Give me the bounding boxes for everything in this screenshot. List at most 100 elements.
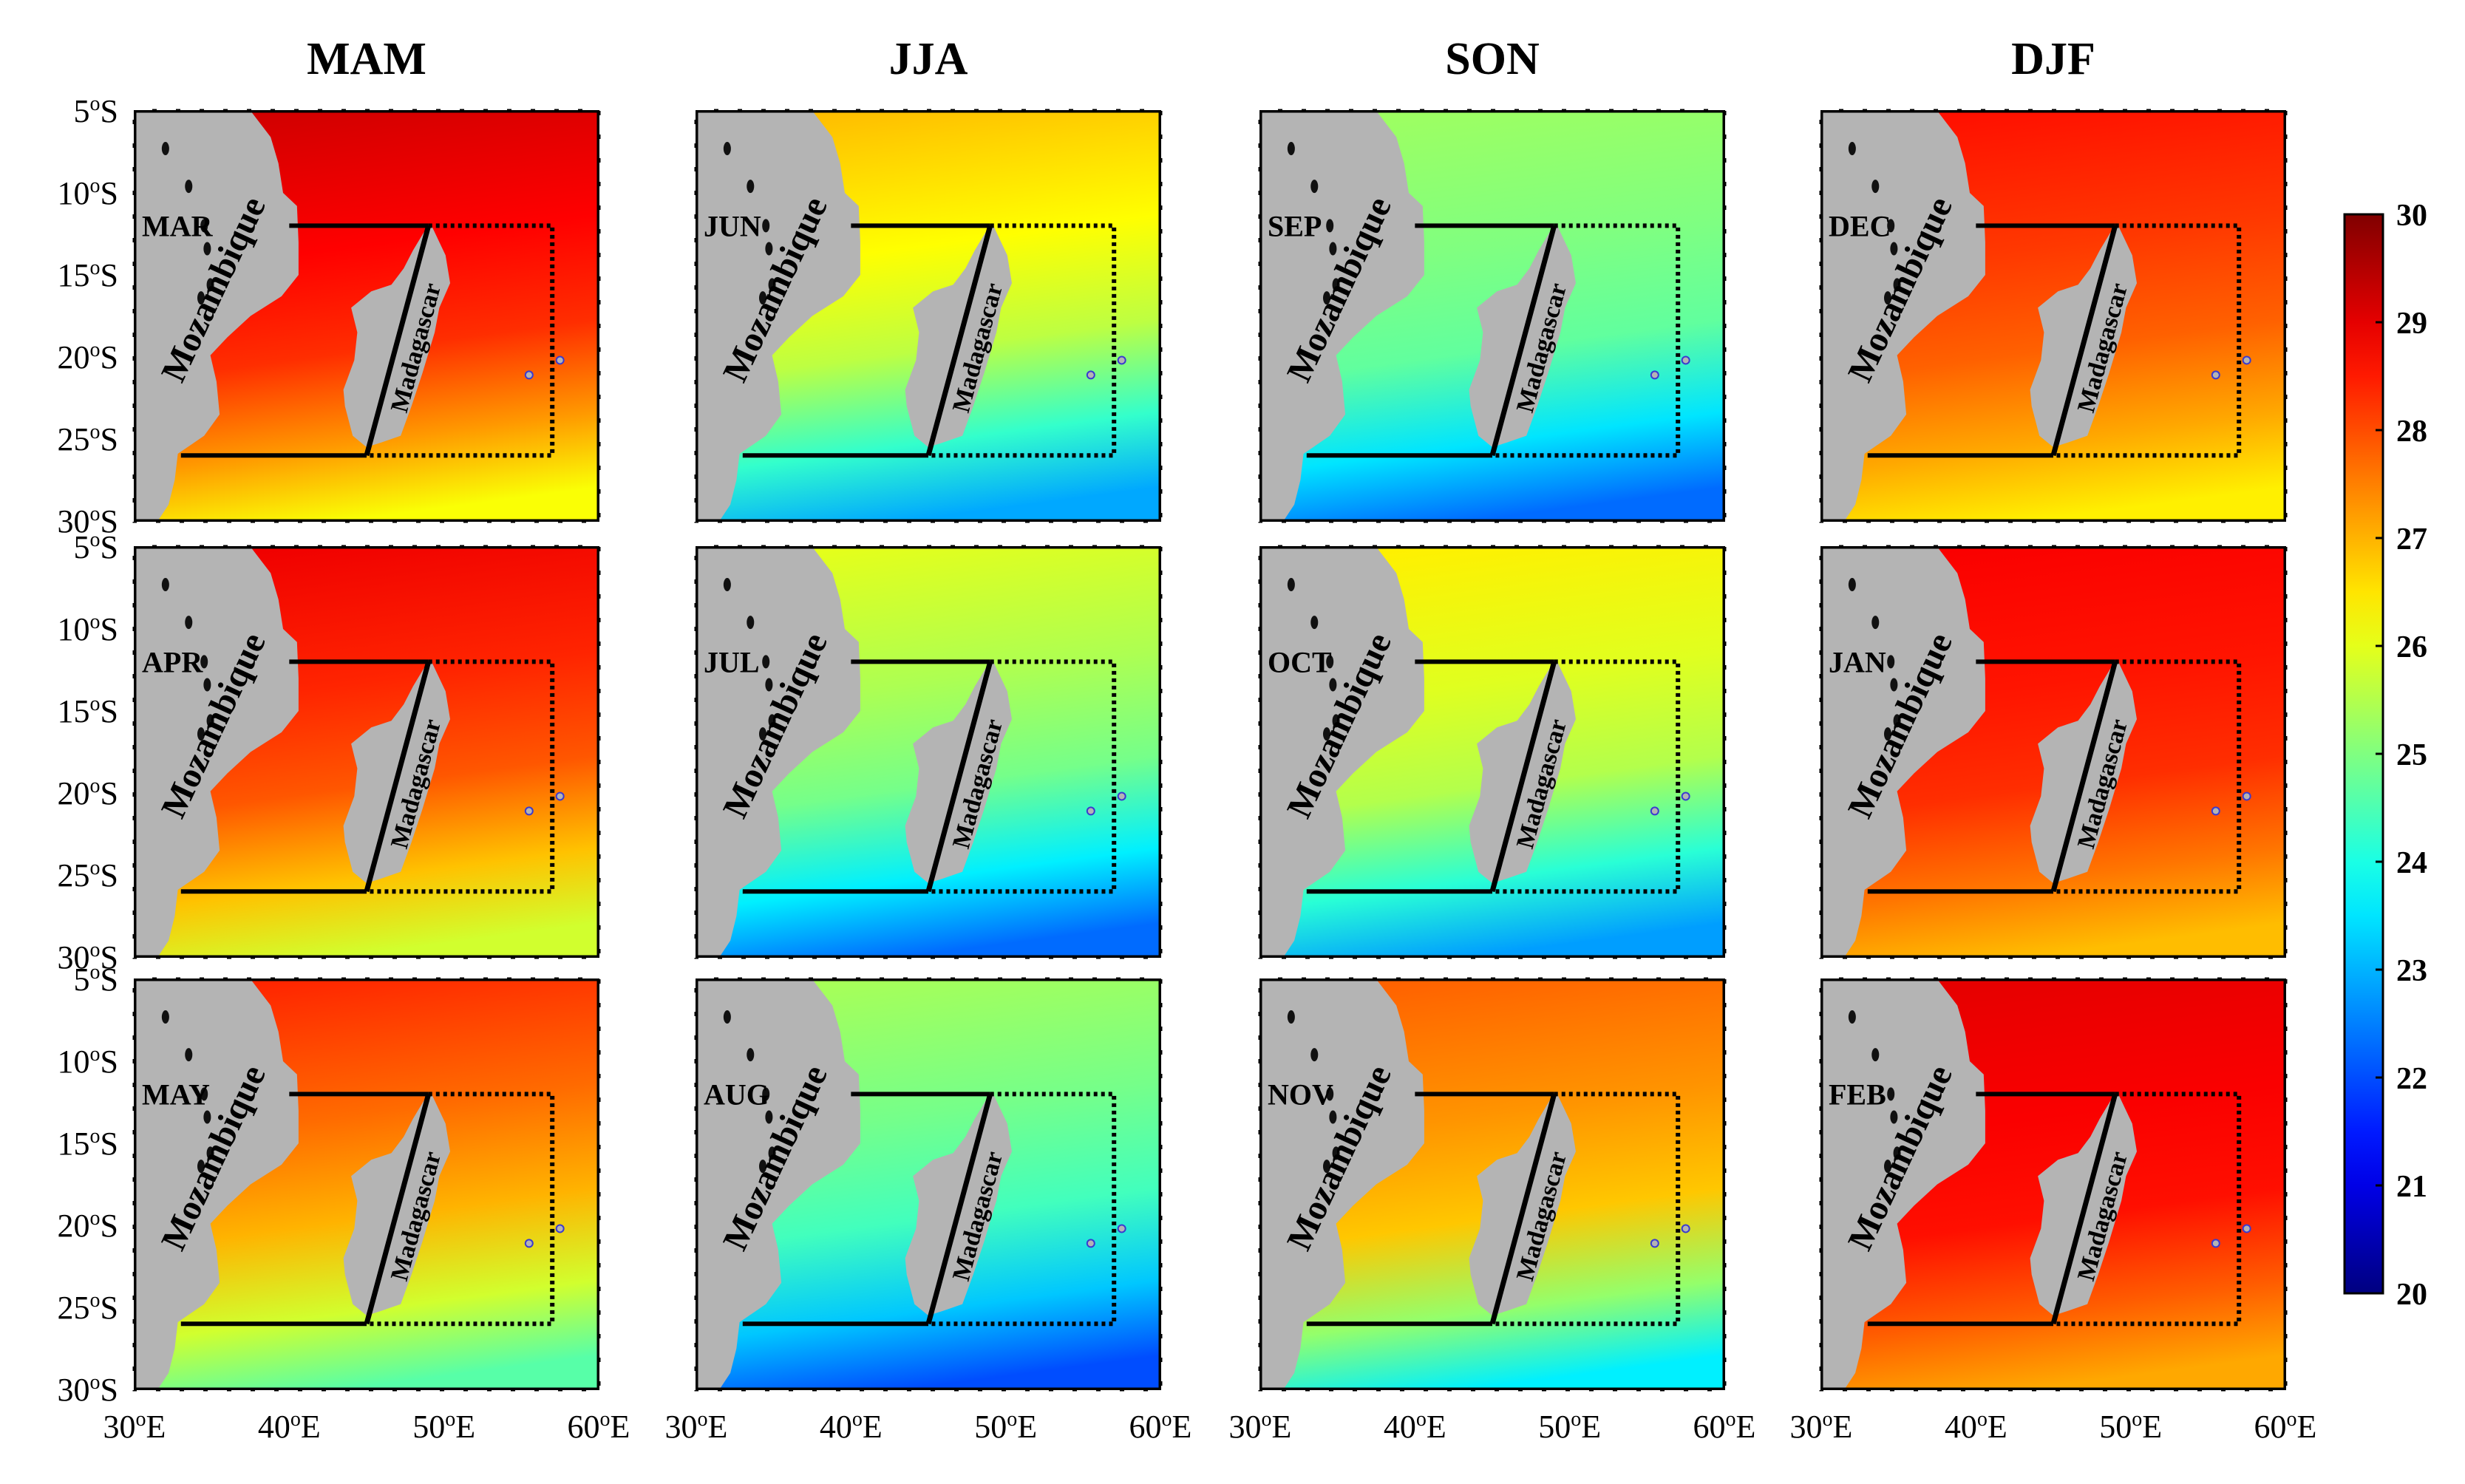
y-tick-label: 20oS	[58, 775, 118, 811]
madagascar-axis-line	[364, 1093, 432, 1325]
panel-frame	[1258, 109, 1727, 523]
lake-mark	[197, 291, 205, 305]
box-dotted-line	[1492, 1092, 1681, 1327]
x-tick-label: 40oE	[1384, 1408, 1446, 1445]
lake-mark	[1326, 219, 1334, 233]
lake-mark	[762, 219, 770, 233]
month-label: OCT	[1268, 645, 1332, 678]
lake-mark	[1326, 655, 1334, 669]
y-tick-label: 20oS	[58, 338, 118, 375]
island-mark	[1117, 1224, 1126, 1233]
lake-mark	[1326, 1087, 1334, 1101]
lake-mark	[1884, 291, 1892, 305]
madagascar-axis-line	[2050, 661, 2118, 893]
island-mark	[524, 806, 534, 816]
lake-mark	[200, 1087, 208, 1101]
island-mark	[1650, 806, 1659, 816]
y-tick-label: 15oS	[58, 1125, 118, 1162]
lake-mark	[759, 1160, 767, 1174]
y-tick-label: 5oS	[74, 961, 118, 998]
lake-mark	[1287, 1010, 1295, 1024]
lake-mark	[723, 1010, 731, 1024]
x-tick-label: 30oE	[1790, 1408, 1853, 1445]
y-tick-label: 5oS	[74, 92, 118, 129]
month-label: DEC	[1829, 209, 1891, 242]
panel-frame	[1819, 977, 2288, 1392]
lake-mark	[1890, 242, 1898, 256]
lake-mark	[206, 1146, 214, 1160]
lake-mark	[1884, 727, 1892, 741]
island-mark	[524, 1239, 534, 1248]
lake-mark	[765, 242, 773, 256]
y-tick-label: 30oS	[58, 1371, 118, 1408]
panel-frame	[132, 977, 601, 1392]
island-mark	[1650, 1239, 1659, 1248]
panel-frame	[694, 109, 1163, 523]
lake-mark	[185, 180, 193, 194]
y-tick-label: 10oS	[58, 174, 118, 211]
lake-mark	[1884, 1160, 1892, 1174]
x-tick-label: 30oE	[665, 1408, 728, 1445]
y-tick-label: 20oS	[58, 1207, 118, 1244]
panel-frame	[1258, 545, 1727, 959]
y-tick-label: 30oS	[58, 503, 118, 540]
lake-mark	[185, 1048, 193, 1062]
y-tick-label: 25oS	[58, 857, 118, 894]
lake-mark	[203, 1110, 211, 1124]
panel-frame-ticks	[132, 977, 601, 1392]
madagascar-axis-line	[2050, 1093, 2118, 1325]
month-label: AUG	[704, 1078, 769, 1111]
island-mark	[2211, 1239, 2220, 1248]
box-dotted-line	[367, 1092, 555, 1327]
box-dotted-line	[928, 659, 1117, 894]
lake-mark	[1871, 180, 1880, 194]
lake-mark	[1310, 616, 1319, 630]
panel-frame	[132, 545, 601, 959]
madagascar-axis-line	[925, 661, 993, 893]
panel-frame-ticks	[1258, 545, 1727, 959]
x-tick-label: 40oE	[258, 1408, 321, 1445]
lake-mark	[768, 714, 776, 728]
lake-mark	[747, 180, 755, 194]
panel-frame	[1258, 977, 1727, 1392]
x-tick-label: 60oE	[2254, 1408, 2317, 1445]
lake-mark	[768, 1146, 776, 1160]
y-tick-label: 10oS	[58, 1043, 118, 1080]
island-mark	[2211, 370, 2220, 380]
lake-mark	[762, 655, 770, 669]
madagascar-axis-line	[925, 225, 993, 457]
africa-land	[696, 547, 860, 957]
lake-mark	[1332, 714, 1340, 728]
lake-mark	[1323, 1160, 1331, 1174]
africa-land	[1260, 979, 1424, 1389]
month-label: MAR	[142, 209, 214, 242]
box-dotted-line	[2053, 223, 2242, 458]
lake-mark	[1887, 655, 1895, 669]
x-tick-label: 50oE	[974, 1408, 1037, 1445]
lake-mark	[1323, 727, 1331, 741]
box-dotted-line	[928, 1092, 1117, 1327]
lake-mark	[1887, 219, 1895, 233]
y-tick-label: 10oS	[58, 610, 118, 647]
madagascar-axis-line	[925, 1093, 993, 1325]
lake-mark	[1871, 616, 1880, 630]
lake-mark	[1332, 1146, 1340, 1160]
lake-mark	[759, 727, 767, 741]
box-dotted-line	[2053, 1092, 2242, 1327]
island-mark	[524, 370, 534, 380]
x-tick-label: 50oE	[1538, 1408, 1601, 1445]
island-mark	[2242, 1224, 2251, 1233]
africa-land	[135, 111, 299, 521]
lake-mark	[762, 1087, 770, 1101]
lake-mark	[1329, 678, 1337, 692]
y-tick-label: 15oS	[58, 256, 118, 293]
